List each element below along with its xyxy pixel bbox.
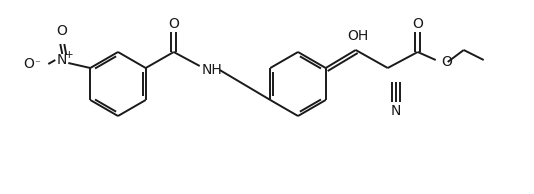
Text: N: N <box>390 104 401 118</box>
Text: O: O <box>168 17 179 31</box>
Text: OH: OH <box>347 29 368 43</box>
Text: ⁻: ⁻ <box>34 59 40 69</box>
Text: O: O <box>442 55 453 69</box>
Text: O: O <box>23 57 34 71</box>
Text: NH: NH <box>201 63 222 77</box>
Text: N: N <box>57 53 67 67</box>
Text: +: + <box>65 50 74 60</box>
Text: O: O <box>412 17 423 31</box>
Text: O: O <box>56 24 67 38</box>
